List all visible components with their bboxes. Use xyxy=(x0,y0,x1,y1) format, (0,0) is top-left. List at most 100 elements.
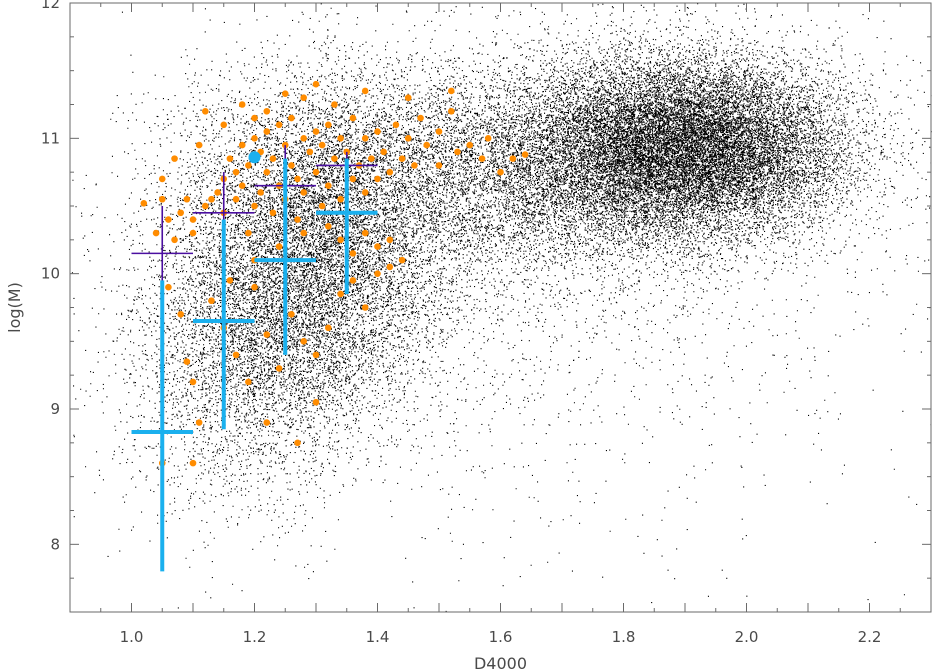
orange-point xyxy=(195,141,203,149)
orange-point xyxy=(257,189,264,196)
orange-point xyxy=(325,223,332,230)
orange-point xyxy=(275,121,283,129)
x-tick-label: 1.4 xyxy=(366,628,390,646)
orange-point xyxy=(374,175,381,183)
x-tick-label: 1.2 xyxy=(243,628,267,646)
orange-point xyxy=(312,398,320,406)
y-tick-label: 12 xyxy=(41,0,60,12)
blue-cross xyxy=(131,280,193,572)
orange-point xyxy=(183,358,191,365)
orange-point xyxy=(177,310,184,318)
orange-point xyxy=(263,107,271,115)
orange-point xyxy=(312,128,320,135)
orange-point xyxy=(312,351,320,359)
y-axis: 8 9 10 11 12 xyxy=(41,0,931,613)
orange-point xyxy=(140,199,148,207)
x-tick-label: 1.8 xyxy=(612,628,636,646)
orange-point xyxy=(177,209,184,217)
orange-point xyxy=(300,229,308,237)
orange-point xyxy=(386,168,394,176)
orange-point xyxy=(331,101,338,108)
orange-point xyxy=(152,229,160,237)
orange-point xyxy=(226,155,234,162)
orange-point xyxy=(337,135,344,142)
orange-point xyxy=(404,94,412,102)
background-point-cloud xyxy=(71,3,932,613)
x-tick-label: 2.0 xyxy=(735,628,759,646)
orange-point xyxy=(165,216,172,223)
plot-frame xyxy=(69,2,932,613)
orange-point xyxy=(232,168,240,176)
orange-point xyxy=(448,87,455,95)
orange-point xyxy=(275,243,283,250)
orange-point xyxy=(386,236,394,244)
x-axis: 1.0 1.2 1.4 1.6 1.8 2.0 2.2 xyxy=(69,3,932,646)
orange-point xyxy=(361,189,369,196)
blue-marker-series xyxy=(248,151,261,164)
orange-point xyxy=(392,121,400,129)
orange-point xyxy=(337,195,344,203)
orange-point xyxy=(251,135,258,142)
orange-point xyxy=(263,168,271,176)
orange-point xyxy=(158,195,166,203)
orange-point xyxy=(208,297,215,305)
orange-point xyxy=(294,216,301,223)
orange-point xyxy=(374,270,381,277)
orange-point xyxy=(318,141,326,149)
orange-point xyxy=(337,290,344,298)
orange-point xyxy=(288,114,295,122)
orange-point xyxy=(435,128,443,135)
orange-point xyxy=(318,202,326,210)
orange-point xyxy=(361,304,369,311)
orange-point xyxy=(521,151,529,158)
blue-cross xyxy=(254,158,316,355)
orange-point xyxy=(165,283,172,291)
x-axis-title: D4000 xyxy=(474,654,527,672)
orange-point xyxy=(171,155,178,162)
orange-point xyxy=(202,202,209,210)
orange-point xyxy=(380,148,387,156)
orange-point xyxy=(158,175,166,183)
orange-point xyxy=(195,419,203,426)
orange-point xyxy=(497,168,504,176)
orange-point xyxy=(361,135,369,142)
y-tick-label: 8 xyxy=(50,535,60,553)
orange-point xyxy=(189,378,197,386)
y-axis-title: log(M) xyxy=(5,282,24,333)
y-tick-label: 9 xyxy=(50,400,60,418)
orange-point xyxy=(220,121,228,129)
orange-point xyxy=(306,148,314,156)
orange-point xyxy=(288,162,295,169)
orange-point xyxy=(263,331,271,338)
orange-point xyxy=(349,250,357,257)
orange-point xyxy=(484,135,492,142)
orange-point xyxy=(325,324,332,332)
orange-point xyxy=(466,141,474,149)
orange-point xyxy=(398,256,406,264)
x-tick-label: 2.2 xyxy=(858,628,882,646)
orange-point xyxy=(294,439,301,447)
orange-point xyxy=(448,107,455,115)
orange-point xyxy=(294,175,301,183)
orange-point xyxy=(300,135,308,142)
orange-point xyxy=(411,162,418,169)
orange-point xyxy=(374,128,381,135)
orange-point xyxy=(245,162,252,169)
orange-point xyxy=(226,277,234,284)
x-tick-label: 1.6 xyxy=(489,628,513,646)
orange-point xyxy=(423,141,431,149)
orange-point xyxy=(300,338,308,345)
orange-point xyxy=(251,283,258,291)
orange-point xyxy=(478,155,486,162)
y-tick-label: 11 xyxy=(41,129,60,147)
orange-point xyxy=(509,155,517,162)
orange-point xyxy=(275,365,283,372)
orange-point xyxy=(312,168,320,176)
orange-point xyxy=(361,229,369,237)
orange-point xyxy=(417,114,424,122)
orange-point xyxy=(312,80,320,88)
orange-point xyxy=(238,182,246,189)
background-points xyxy=(71,3,932,613)
orange-point xyxy=(189,216,197,223)
